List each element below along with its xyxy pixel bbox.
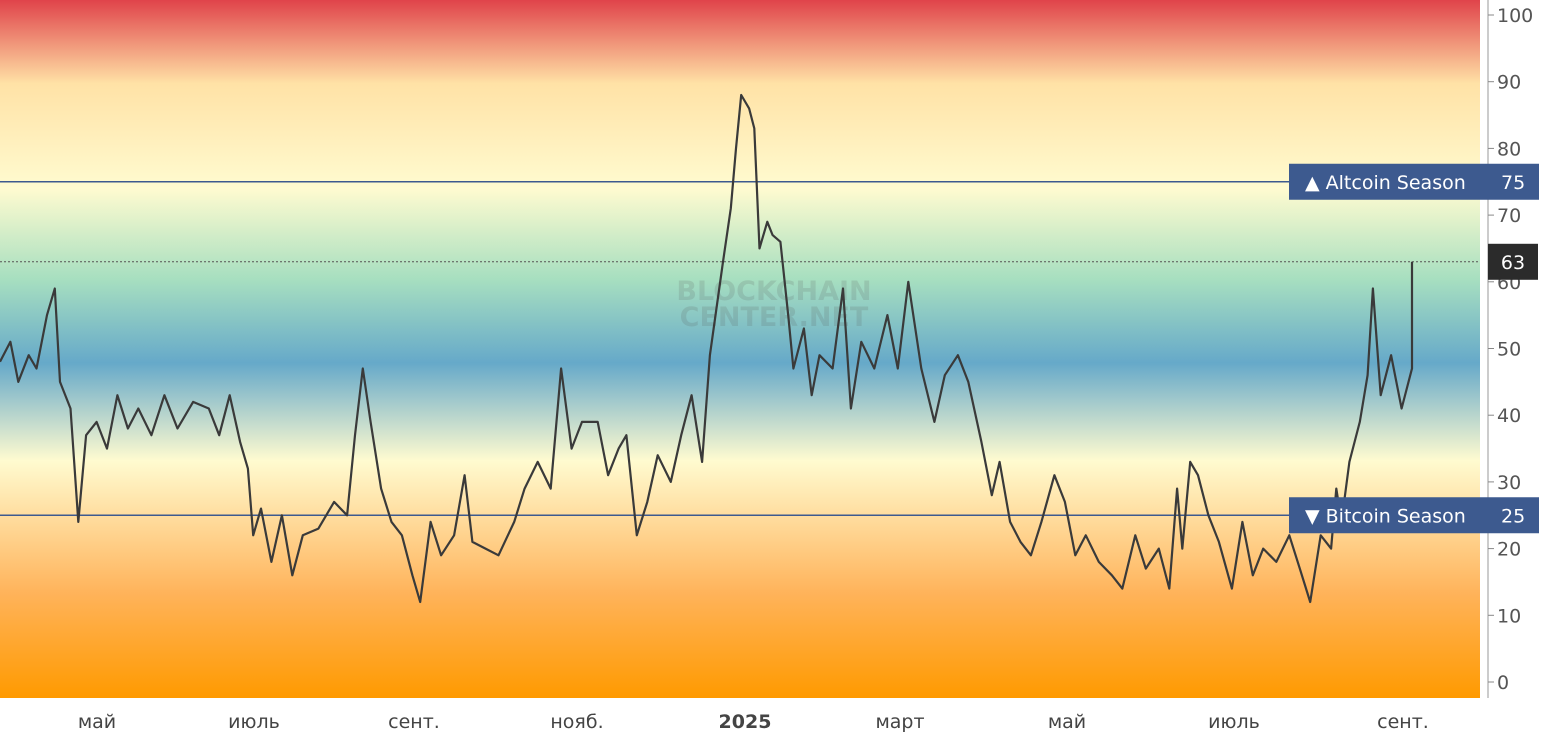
bitcoin-label-value: 25 — [1501, 505, 1525, 527]
y-tick-label: 10 — [1497, 605, 1521, 627]
x-axis: май июль сент. нояб. 2025 март май июль сент. — [78, 711, 1429, 733]
altcoin-label-text: ▲ Altcoin Season — [1305, 172, 1466, 194]
x-tick-label: сент. — [388, 711, 440, 733]
y-tick-label: 100 — [1497, 5, 1533, 27]
y-tick-label: 70 — [1497, 205, 1521, 227]
y-tick-label: 90 — [1497, 72, 1521, 94]
y-tick-label: 80 — [1497, 138, 1521, 160]
current-value-label: 63 — [1488, 243, 1538, 280]
current-value-box — [1488, 243, 1538, 280]
y-tick-label: 30 — [1497, 472, 1521, 494]
x-tick-label: май — [78, 711, 116, 733]
x-tick-label: 2025 — [719, 711, 772, 733]
x-tick-label: нояб. — [550, 711, 603, 733]
bitcoin-label-text: ▼ Bitcoin Season — [1305, 505, 1466, 527]
bitcoin-label-box — [1289, 497, 1539, 534]
y-tick-label: 50 — [1497, 339, 1521, 361]
x-tick-label: май — [1048, 711, 1086, 733]
current-value-text: 63 — [1501, 252, 1525, 274]
x-tick-label: июль — [228, 711, 280, 733]
series-line — [0, 93, 1414, 604]
altcoin-label-value: 75 — [1501, 172, 1525, 194]
bitcoin-season-label: ▼ Bitcoin Season 25 — [1289, 497, 1539, 534]
altcoin-season-label: ▲ Altcoin Season 75 — [1289, 163, 1539, 200]
x-tick-label: июль — [1208, 711, 1260, 733]
x-tick-label: март — [875, 711, 924, 733]
y-tick-label: 40 — [1497, 405, 1521, 427]
y-tick-label: 0 — [1497, 672, 1509, 694]
y-tick-label: 20 — [1497, 539, 1521, 561]
x-tick-label: сент. — [1377, 711, 1429, 733]
watermark: BLOCKCHAIN CENTER.NET — [676, 276, 871, 333]
altcoin-label-box — [1289, 163, 1539, 200]
watermark-line-1: BLOCKCHAIN — [676, 276, 871, 307]
